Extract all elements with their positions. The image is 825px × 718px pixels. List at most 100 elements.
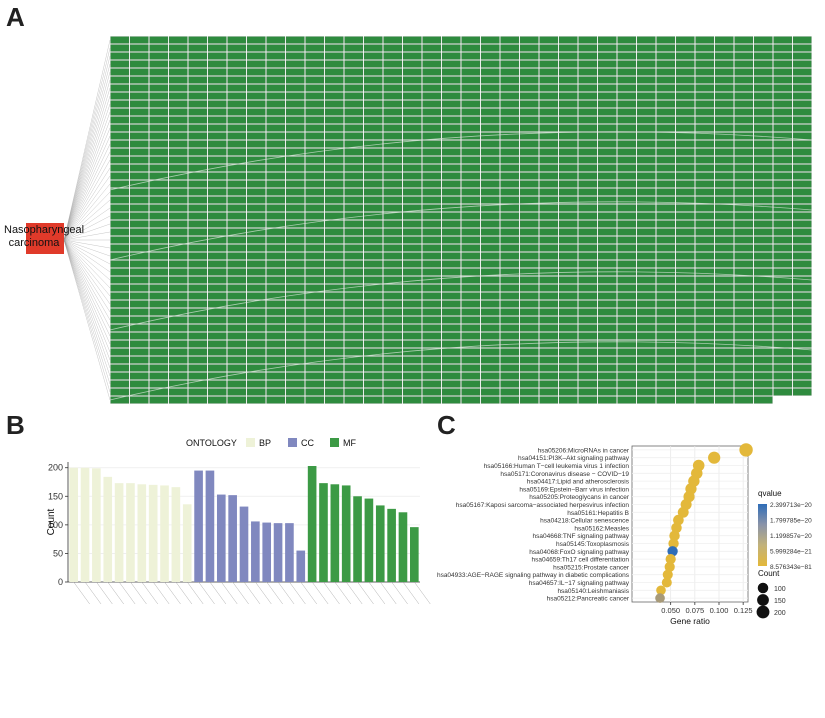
gene-node	[110, 148, 130, 156]
gene-node	[636, 388, 656, 396]
gene-node	[344, 388, 364, 396]
gene-node	[246, 236, 266, 244]
gene-node	[246, 44, 266, 52]
gene-node	[734, 292, 754, 300]
gene-node	[656, 364, 676, 372]
gene-node	[266, 188, 286, 196]
network-edge	[63, 239, 111, 361]
gene-node	[734, 52, 754, 60]
gene-node	[539, 300, 559, 308]
gene-node	[519, 356, 539, 364]
gene-node	[597, 100, 617, 108]
gene-node	[441, 196, 461, 204]
gene-node	[734, 180, 754, 188]
gene-node	[285, 388, 305, 396]
gene-node	[695, 332, 715, 340]
gene-node	[168, 100, 188, 108]
gene-node	[110, 332, 130, 340]
gene-node	[363, 60, 383, 68]
gene-node	[539, 108, 559, 116]
gene-node	[266, 60, 286, 68]
gene-node	[695, 308, 715, 316]
gene-node	[383, 284, 403, 292]
dot-point	[668, 538, 679, 549]
panel-label-a: A	[6, 2, 25, 32]
gene-node	[383, 100, 403, 108]
gene-node	[285, 100, 305, 108]
gene-node	[344, 300, 364, 308]
bar-cc	[239, 506, 249, 582]
gene-node	[227, 44, 247, 52]
gene-node	[675, 348, 695, 356]
gene-node	[363, 260, 383, 268]
gene-node	[266, 300, 286, 308]
gene-node	[617, 228, 637, 236]
gene-node	[792, 236, 812, 244]
gene-node	[305, 364, 325, 372]
gene-node	[753, 340, 773, 348]
gene-node	[168, 228, 188, 236]
gene-node	[149, 380, 169, 388]
gene-node	[539, 316, 559, 324]
gene-node	[383, 396, 403, 404]
gene-node	[110, 140, 130, 148]
gene-node	[324, 340, 344, 348]
network-edge	[63, 71, 111, 241]
gene-node	[753, 356, 773, 364]
gene-node	[617, 356, 637, 364]
gene-node	[246, 108, 266, 116]
gene-node	[558, 84, 578, 92]
gene-node	[461, 252, 481, 260]
network-edge	[63, 183, 111, 241]
gene-node	[402, 164, 422, 172]
gene-node	[363, 292, 383, 300]
gene-node	[246, 244, 266, 252]
gene-node	[129, 332, 149, 340]
gene-node	[344, 220, 364, 228]
gene-node	[753, 52, 773, 60]
gene-node	[227, 364, 247, 372]
gene-node	[285, 308, 305, 316]
gene-node	[695, 52, 715, 60]
gene-node	[207, 260, 227, 268]
gene-node	[305, 204, 325, 212]
gene-node	[773, 316, 793, 324]
gene-node	[129, 284, 149, 292]
gene-node	[578, 116, 598, 124]
gene-node	[519, 204, 539, 212]
dot-category-label: hsa05169:Epstein−Barr virus infection	[519, 486, 629, 493]
gene-node	[422, 244, 442, 252]
gene-node	[519, 68, 539, 76]
gene-node	[344, 60, 364, 68]
bar-term-label	[118, 581, 136, 605]
gene-node	[363, 332, 383, 340]
gene-node	[246, 188, 266, 196]
gene-node	[344, 308, 364, 316]
gene-node	[480, 36, 500, 44]
gene-node	[363, 356, 383, 364]
gene-node	[266, 140, 286, 148]
gene-node	[305, 284, 325, 292]
gene-node	[617, 364, 637, 372]
gene-node	[753, 268, 773, 276]
gene-node	[168, 164, 188, 172]
gene-node	[188, 60, 208, 68]
gene-node	[422, 340, 442, 348]
gene-node	[110, 220, 130, 228]
gene-node	[266, 100, 286, 108]
gene-node	[500, 348, 520, 356]
gene-node	[383, 260, 403, 268]
dot-category-label: hsa04068:FoxO signaling pathway	[529, 549, 629, 556]
gene-node	[500, 316, 520, 324]
gene-node	[324, 292, 344, 300]
gene-node	[441, 212, 461, 220]
gene-node	[422, 372, 442, 380]
gene-node	[363, 172, 383, 180]
gene-node	[675, 260, 695, 268]
gene-node	[617, 76, 637, 84]
gene-node	[558, 388, 578, 396]
gene-node	[519, 372, 539, 380]
gene-node	[383, 380, 403, 388]
gene-node	[110, 228, 130, 236]
gene-node	[578, 132, 598, 140]
